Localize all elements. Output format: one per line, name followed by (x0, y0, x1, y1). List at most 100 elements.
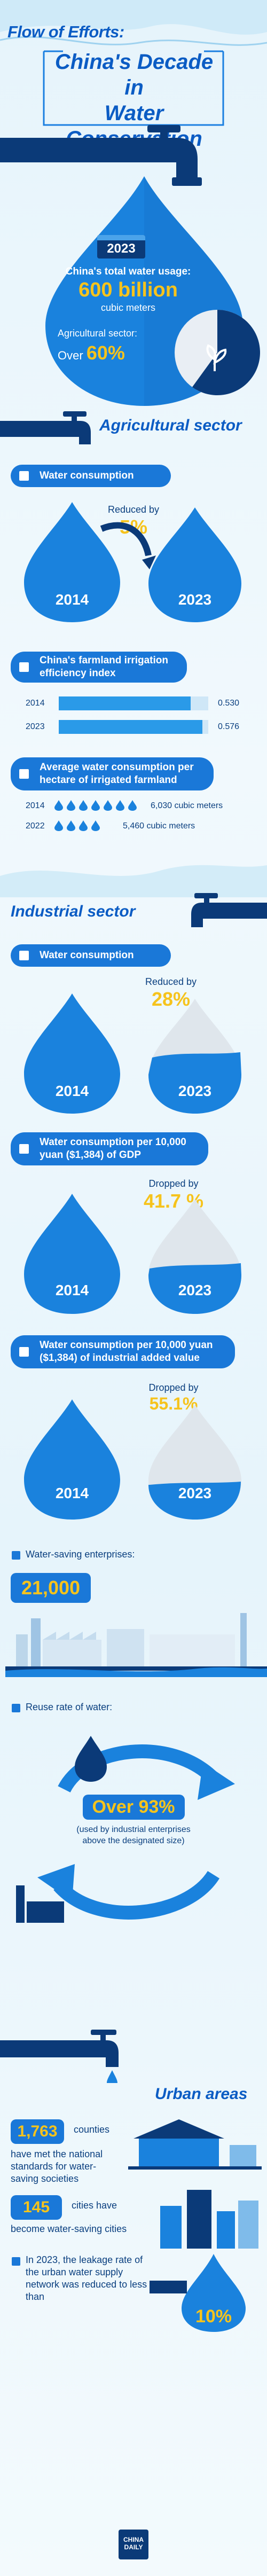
leak-bullet (12, 2257, 20, 2266)
added-value-pill-line1: Water consumption per 10,000 yuan (40, 1340, 213, 1351)
urban-faucet-icon (0, 2030, 119, 2083)
water-drop-icon (79, 820, 88, 831)
water-drop-icon (54, 820, 63, 831)
reuse-cycle-art (16, 1736, 235, 1923)
industry-year-b: 2023 (178, 1083, 212, 1099)
usage-label: China's total water usage: (65, 266, 191, 277)
calendar-icon: 2023 (97, 235, 145, 259)
irrigation-chart: 2014 0.530 2023 0.576 (15, 694, 261, 742)
irrigation-track-1 (59, 720, 208, 734)
industry-reduced-label: Reduced by (145, 976, 197, 987)
industry-year-a: 2014 (55, 1083, 89, 1099)
reuse-bullet (12, 1704, 20, 1712)
agri-share: Over 60% (58, 342, 125, 364)
industry-consumption-pill-label: Water consumption (40, 950, 134, 961)
reuse-label: Reuse rate of water: (26, 1702, 113, 1712)
added-value-pill: Water consumption per 10,000 yuan ($1,384… (11, 1335, 235, 1368)
counties-value: 1,763 (11, 2119, 64, 2144)
reuse-note: (used by industrial enterprises above th… (76, 1825, 191, 1845)
gdp-pill: Water consumption per 10,000 yuan ($1,384… (11, 1132, 208, 1165)
faucet-icon (0, 125, 202, 186)
added-value-pill-line2: ($1,384) of industrial added value (40, 1352, 200, 1364)
gdp-year-b: 2023 (178, 1282, 212, 1298)
logo-line1: CHINA (123, 2536, 144, 2543)
water-drop-icon (128, 800, 137, 811)
counties-text-b: have met the national standards for wate… (11, 2149, 103, 2184)
china-daily-logo: CHINA DAILY (119, 2530, 148, 2559)
added-reduced-value: 55.1% (149, 1394, 198, 1413)
counties-text-a: counties (74, 2124, 110, 2135)
cities-value: 145 (11, 2195, 62, 2220)
leak-value: 10% (195, 2306, 232, 2327)
gdp-year-a: 2014 (55, 1282, 89, 1298)
agri-prefix: Over (58, 349, 83, 362)
added-year-a: 2014 (55, 1485, 89, 1501)
intro-year: 2023 (107, 241, 136, 256)
hectare-value-0: 6,030 cubic meters (151, 801, 223, 810)
hectare-value-1: 5,460 cubic meters (123, 821, 195, 831)
irrigation-value-1: 0.576 (218, 722, 240, 731)
added-year-b: 2023 (178, 1485, 212, 1501)
irrigation-pill-label: China's farmland irrigation efficiency i… (40, 655, 168, 679)
irrigation-year-1: 2023 (26, 722, 45, 731)
irrigation-year-0: 2014 (26, 699, 45, 708)
industry-drops-art-2 (24, 1194, 241, 1314)
leak-text: In 2023, the leakage rate of the urban w… (26, 2254, 147, 2302)
enterprises-label: Water-saving enterprises: (26, 1549, 135, 1560)
industry-section-title: Industrial sector (11, 903, 136, 920)
irrigation-bar-1 (59, 720, 202, 734)
irrigation-track-0 (59, 696, 208, 710)
usage-unit: cubic meters (100, 302, 156, 313)
irrigation-value-0: 0.530 (218, 699, 240, 708)
irrigation-bar-0 (59, 696, 191, 710)
logo-line2: DAILY (124, 2543, 143, 2551)
industry-faucet-icon (191, 893, 267, 927)
header-kicker: Flow of Efforts: (7, 22, 124, 41)
reuse-box: Over 93% (used by industrial enterprises… (75, 1795, 192, 1846)
agri-drops-art (24, 502, 241, 622)
leak-drop-art (150, 2254, 246, 2332)
water-drop-icon (116, 800, 124, 811)
agri-year-a: 2014 (55, 591, 89, 608)
industry-consumption-pill: Water consumption (11, 944, 171, 967)
irrigation-pill: China's farmland irrigation efficiency i… (11, 652, 187, 683)
hectare-drops-0 (53, 800, 138, 811)
hectare-year-0: 2014 (26, 801, 45, 810)
gdp-pill-line2: yuan ($1,384) of GDP (40, 1149, 142, 1161)
gdp-pill-line1: Water consumption per 10,000 (40, 1137, 186, 1148)
hectare-pill: Average water consumption per hectare of… (11, 757, 214, 790)
water-drop-icon (79, 800, 88, 811)
agri-reduced-label: Reduced by (107, 504, 160, 515)
industry-reduced-value: 28% (151, 988, 191, 1010)
water-drop-icon (91, 820, 100, 831)
agri-faucet-icon (0, 411, 91, 444)
cities-text-b: become water-saving cities (11, 2223, 127, 2234)
title-line-1: China's Decade in (54, 50, 214, 99)
counties-illustration (128, 2119, 262, 2170)
title-frame (43, 50, 224, 126)
industry-wave-art (0, 865, 267, 897)
hectare-pill-label: Average water consumption per hectare of… (40, 762, 194, 786)
enterprises-bullet (12, 1551, 20, 1560)
urban-section-title: Urban areas (155, 2085, 248, 2103)
agri-consumption-pill: Water consumption (11, 465, 171, 487)
industry-drops-art-1 (24, 993, 241, 1114)
water-drop-icon (67, 820, 75, 831)
water-drop-icon (104, 800, 112, 811)
cities-text-a: cities have (72, 2200, 117, 2211)
industry-drops-art-3 (24, 1399, 241, 1520)
agri-value: 60% (86, 342, 125, 364)
added-reduced-label: Dropped by (148, 1382, 199, 1393)
reuse-value: Over 93% (82, 1795, 185, 1820)
hectare-drops-1 (53, 820, 101, 832)
header-wave-art (0, 0, 267, 46)
water-drop-icon (67, 800, 75, 811)
enterprises-value: 21,000 (11, 1573, 91, 1603)
cities-illustration (160, 2190, 258, 2249)
agri-share-pie (175, 310, 260, 395)
water-drop-icon (54, 800, 63, 811)
factory-illustration (5, 1613, 267, 1677)
agri-year-b: 2023 (178, 591, 212, 608)
gdp-reduced-label: Dropped by (148, 1178, 199, 1189)
usage-value: 600 billion (78, 279, 178, 301)
